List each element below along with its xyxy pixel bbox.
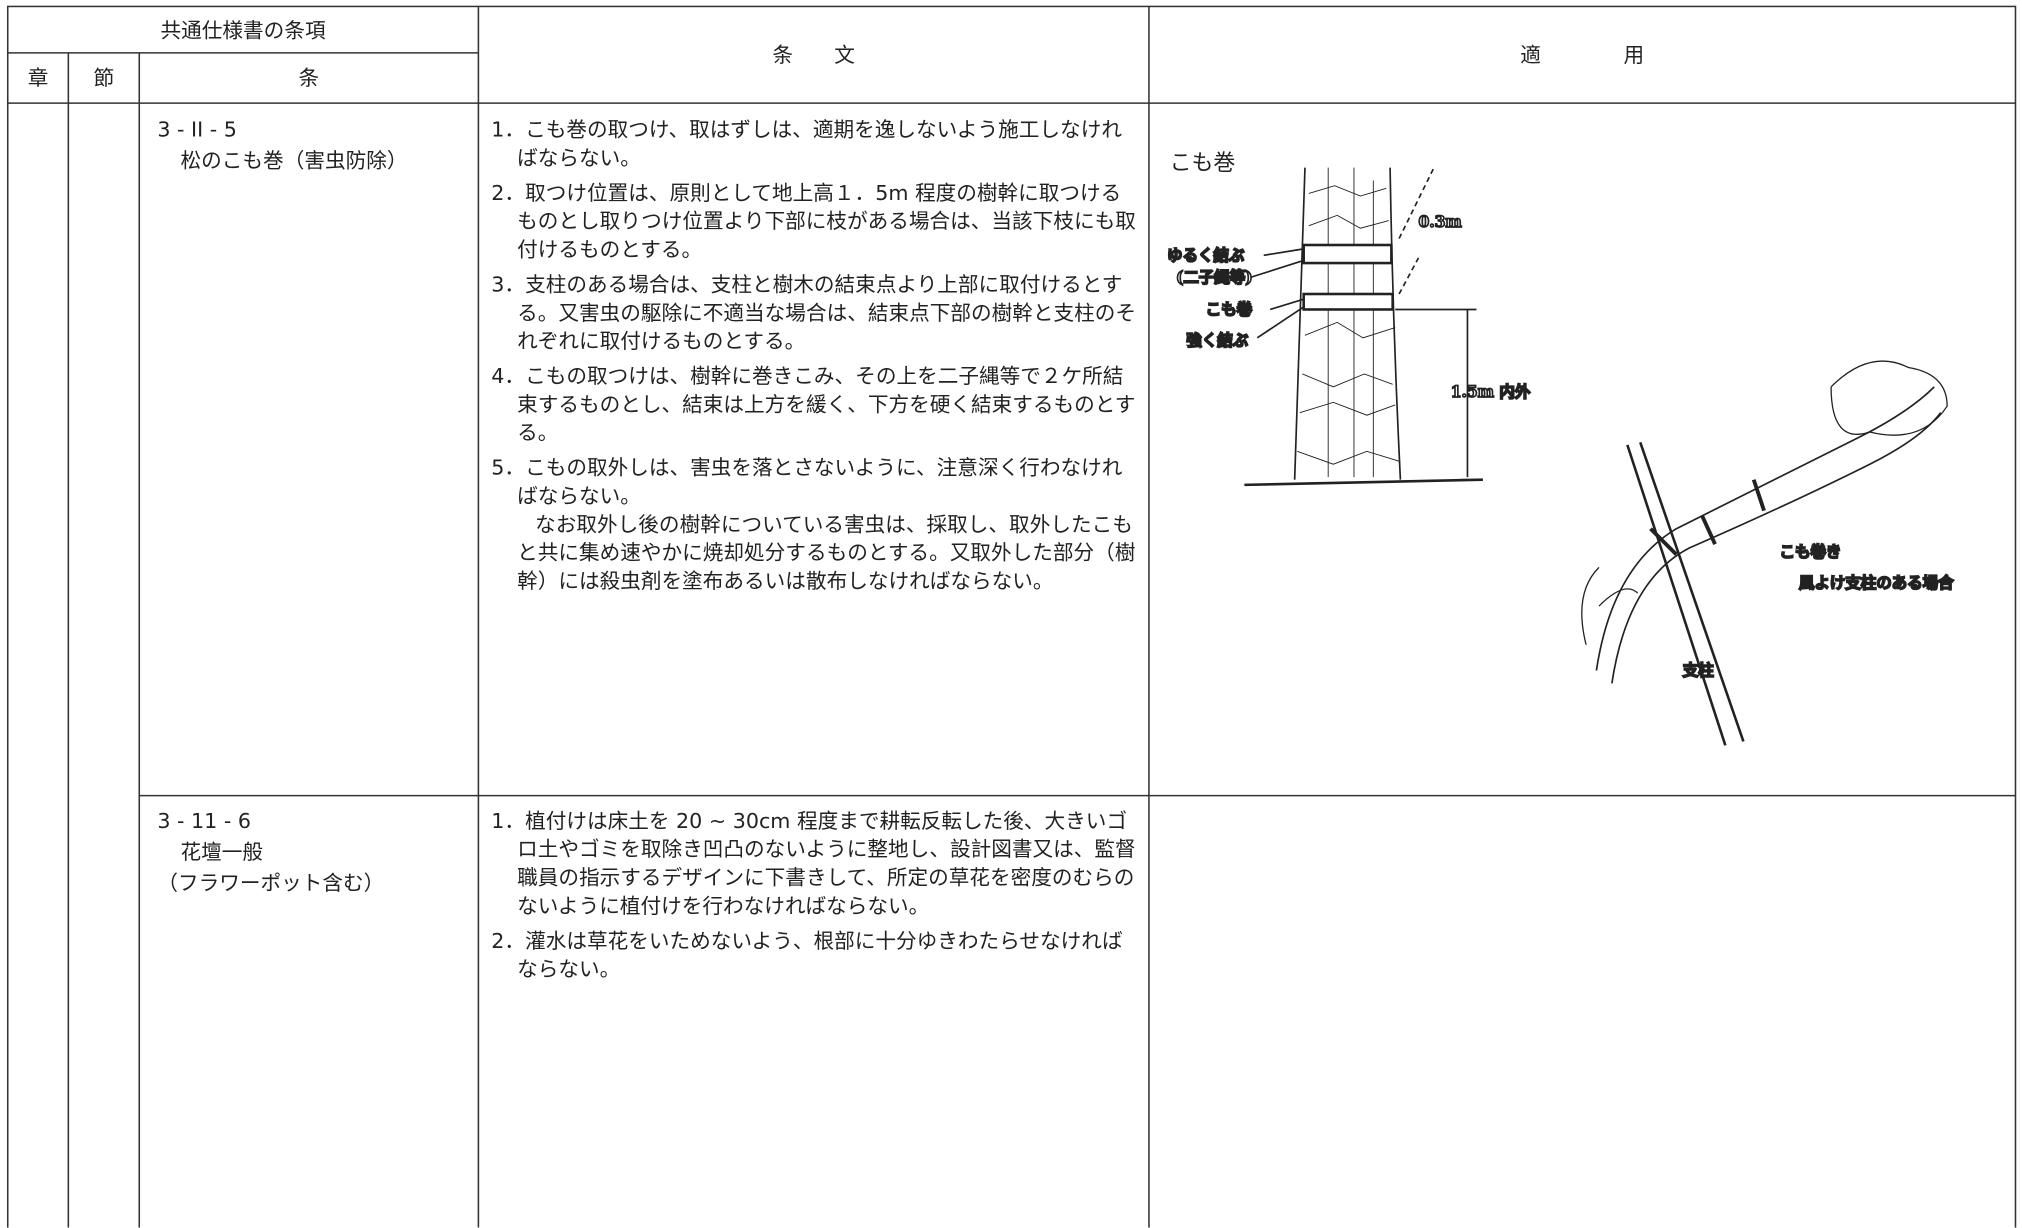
- clause-item: 5．こもの取外しは、害虫を落とさないように、注意深く行わなければならない。: [491, 454, 1141, 511]
- header-cell: 節: [93, 65, 115, 91]
- clause-item: 1．植付けは床土を 20 ~ 30cm 程度まで耕転反転した後、大きいゴロ土やゴ…: [491, 807, 1141, 920]
- clause-item: 2．取つけ位置は、原則として地上高１．5m 程度の樹幹に取つけるものとし取りつけ…: [491, 179, 1141, 264]
- item-text: こもの取つけは、樹幹に巻きこみ、その上を二子縄等で２ケ所結束するものとし、結束は…: [517, 363, 1136, 445]
- item-number: 2．: [491, 180, 526, 206]
- clause-title: 花壇一般: [180, 839, 264, 864]
- clause-item: 4．こもの取つけは、樹幹に巻きこみ、その上を二子縄等で２ケ所結束するものとし、結…: [491, 362, 1141, 447]
- clause-item: 3．支柱のある場合は、支柱と樹木の結束点より上部に取付けるとする。又害虫の駆除に…: [491, 271, 1141, 356]
- header-cell: 章: [27, 65, 49, 91]
- item-text: 灌水は草花をいためないよう、根部に十分ゆきわたらせなければならない。: [517, 928, 1123, 982]
- clause-number: 3 - II - 5: [157, 117, 237, 142]
- clause-item: 2．灌水は草花をいためないよう、根部に十分ゆきわたらせなければならない。: [491, 927, 1141, 984]
- fig-label: 風よけ支柱のある場合: [1799, 573, 1954, 592]
- fig-label: 強く結ぶ: [1186, 331, 1248, 350]
- clause-text: 1．植付けは床土を 20 ~ 30cm 程度まで耕転反転した後、大きいゴロ土やゴ…: [491, 807, 1141, 990]
- figure-title: こも巻: [1169, 150, 1236, 177]
- fig-label: 1.5m 内外: [1451, 382, 1531, 401]
- clause-title: （フラワーポット含む）: [157, 870, 385, 895]
- fig-label: ゆるく結ぶ: [1167, 245, 1245, 264]
- fig-label: こも巻き: [1780, 542, 1842, 561]
- item-number: 5．: [491, 455, 526, 480]
- clause-number: 3 - 11 - 6: [157, 808, 251, 834]
- header-cell: 条 文: [772, 42, 855, 68]
- item-text: 取つけ位置は、原則として地上高１．5m 程度の樹幹に取つけるものとし取りつけ位置…: [517, 180, 1136, 262]
- item-number: 3．: [491, 272, 526, 297]
- header-cell: 共通仕様書の条項: [160, 18, 326, 43]
- item-text: 支柱のある場合は、支柱と樹木の結束点より上部に取付けるとする。又害虫の駆除に不適…: [517, 272, 1137, 354]
- fig-label: (二子縄等): [1176, 267, 1253, 286]
- item-note: なお取外し後の樹幹についている害虫は、採取し、取外したこもと共に集め速やかに焼却…: [517, 511, 1136, 594]
- clause-item: 1．こも巻の取つけ、取はずしは、適期を逸しないよう施工しなければならない。: [491, 116, 1141, 173]
- clause-text: 1．こも巻の取つけ、取はずしは、適期を逸しないよう施工しなければならない。 2．取…: [491, 116, 1141, 596]
- item-number: 4．: [491, 363, 526, 389]
- clause-title: 松のこも巻（害虫防除）: [180, 148, 408, 173]
- item-text: 植付けは床土を 20 ~ 30cm 程度まで耕転反転した後、大きいゴロ土やゴミを…: [517, 808, 1136, 919]
- item-number: 1．: [491, 117, 526, 142]
- fig-label: こも巻: [1206, 300, 1253, 319]
- fig-label: 0.3m: [1418, 212, 1462, 231]
- item-text: こもの取外しは、害虫を落とさないように、注意深く行わなければならない。: [517, 455, 1123, 509]
- item-text: こも巻の取つけ、取はずしは、適期を逸しないよう施工しなければならない。: [517, 117, 1122, 171]
- illustration: 0.3m 1.5m 内外 ゆるく結ぶ (二子縄等) こも巻 強く結ぶ こも巻き …: [1166, 167, 1955, 746]
- header-cell: 条: [298, 65, 320, 91]
- header-cell: 適 用: [1520, 42, 1645, 68]
- item-number: 2．: [491, 928, 526, 953]
- item-number: 1．: [491, 808, 526, 834]
- fig-label: 支柱: [1682, 661, 1714, 680]
